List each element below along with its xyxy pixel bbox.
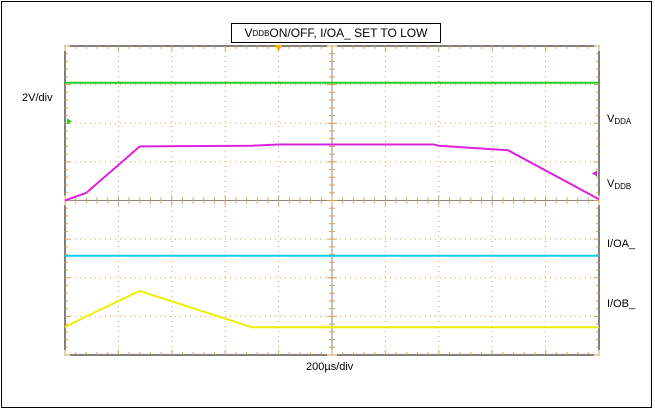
trace-vddb (64, 143, 600, 202)
graticule (64, 45, 600, 356)
traces (64, 81, 600, 329)
title-main: V (244, 26, 253, 40)
triangle-left-icon (592, 170, 597, 177)
y-scale-label: 2V/div (22, 92, 53, 104)
title-sub: DDB (252, 28, 270, 38)
triangle-down-icon (274, 45, 283, 51)
title-rest: ON/OFF, I/OA_ SET TO LOW (269, 26, 428, 40)
series-label-vdda: VDDA (607, 113, 632, 126)
series-label-iob: I/OB_ (607, 298, 636, 310)
triangle-right-icon (67, 118, 72, 125)
series-label-ioa: I/OA_ (607, 238, 636, 250)
chart-title: V DDB ON/OFF, I/OA_ SET TO LOW (231, 23, 441, 43)
channel-markers (67, 45, 597, 177)
series-label-vddb: VDDB (607, 178, 632, 191)
trace-iob (64, 289, 599, 329)
x-scale-label: 200µs/div (306, 361, 354, 373)
